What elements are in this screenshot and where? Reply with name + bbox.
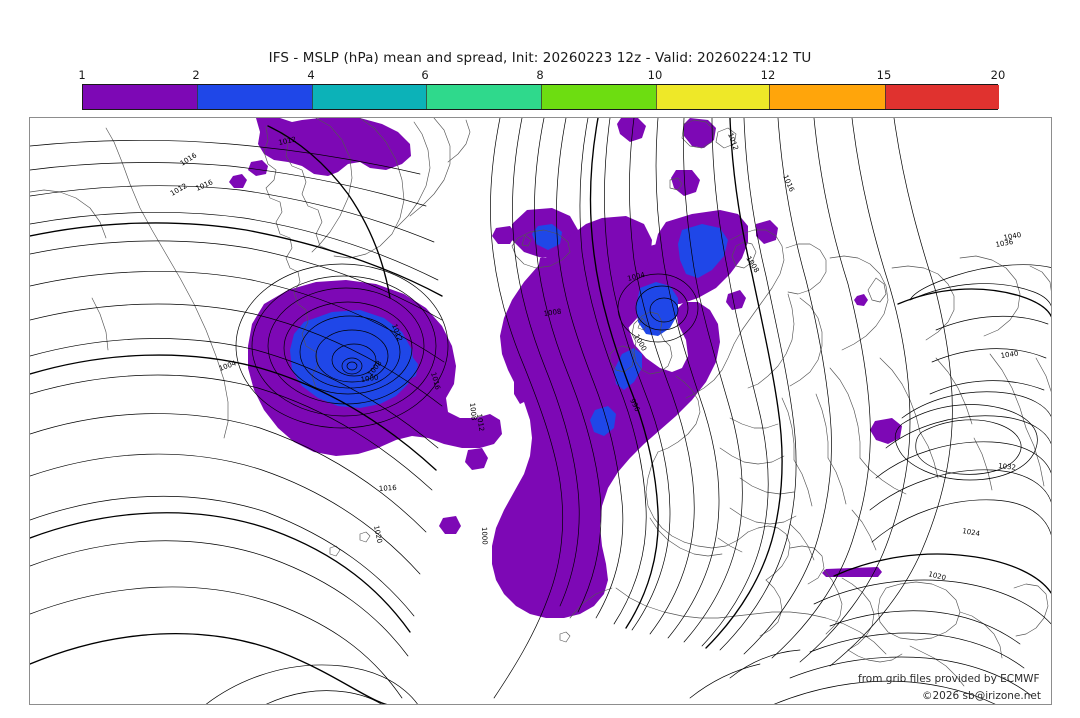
isobar-label: 1032 [998, 462, 1017, 472]
isobar-label: 1016 [379, 484, 398, 493]
colorbar-segment-6-8 [426, 85, 541, 109]
colorbar-segment-2-4 [197, 85, 312, 109]
map-panel: 1016 1012 1012 1016 1008 1004 1012 1016 … [29, 117, 1052, 705]
spread-patch-uk-blue [636, 282, 678, 336]
spread-patch-atlantic-sat3 [439, 516, 461, 534]
credit-copyright: ©2026 sb@irizone.net [922, 690, 1041, 702]
colorbar-tick-10: 10 [647, 68, 663, 82]
colorbar-tick-15: 15 [876, 68, 892, 82]
isobar-label: 1016 [781, 174, 796, 194]
isobar-label: 1016 [179, 151, 199, 168]
colorbar-divider [885, 85, 886, 109]
isobar-label: 1040 [1003, 231, 1022, 242]
coastline-layer [30, 118, 1051, 687]
colorbar [82, 84, 999, 110]
isobar-label: 1012 [169, 182, 188, 198]
spread-patch-ne-russia [870, 418, 902, 444]
spread-patch-norwegiansea-small [617, 118, 646, 142]
isobar-label: 1008 [543, 308, 562, 318]
spread-patch-atlantic-sat2 [465, 448, 488, 470]
colorbar-divider [197, 85, 198, 109]
isobar-label: 1012 [475, 413, 485, 432]
isobar-label: 1040 [1000, 350, 1019, 360]
colorbar-tick-4: 4 [307, 68, 315, 82]
colorbar-tick-8: 8 [536, 68, 544, 82]
spread-patch-tiny-east [854, 294, 868, 306]
spread-patch-norwegian-sea-blue [678, 224, 728, 278]
spread-patch-greenland [256, 118, 411, 176]
colorbar-segment-4-6 [312, 85, 426, 109]
spread-patch-greenland-3 [229, 174, 247, 188]
spread-patch-biscay-blue [590, 406, 616, 436]
isobar-label: 1004 [218, 359, 238, 373]
colorbar-divider [426, 85, 427, 109]
isobar-label: 1020 [372, 525, 384, 544]
isobar-label: 1012 [726, 132, 740, 151]
colorbar-divider [541, 85, 542, 109]
isobar-label: 1012 [278, 135, 297, 147]
spread-patch-faroe-small [492, 226, 516, 244]
colorbar-segment-12-15 [769, 85, 885, 109]
colorbar-segment-15-20 [885, 85, 999, 109]
isobar-label: 1036 [995, 238, 1014, 249]
colorbar-divider [312, 85, 313, 109]
spread-patch-greenland-2 [248, 160, 268, 176]
colorbar-tick-6: 6 [421, 68, 429, 82]
colorbar-tick-2: 2 [192, 68, 200, 82]
isobar-label: 1000 [360, 374, 379, 384]
spread-patch-atlantic-low-blue-lobe [388, 354, 418, 382]
map-graphic: 1016 1012 1012 1016 1008 1004 1012 1016 … [30, 118, 1051, 704]
isobar-layer [30, 118, 1051, 704]
spread-patch-novaya [726, 290, 746, 310]
colorbar-segment-1-2 [83, 85, 197, 109]
isobar-label: 1000 [480, 527, 489, 545]
isobar-label: 1024 [962, 527, 981, 538]
colorbar-segment-10-12 [656, 85, 769, 109]
spread-patch-barents-small [756, 220, 778, 244]
isobar-label: 1008 [468, 402, 478, 421]
colorbar-gradient [82, 84, 999, 110]
colorbar-tick-12: 12 [760, 68, 776, 82]
colorbar-divider [769, 85, 770, 109]
spread-patch-atlantic-low-blue [290, 310, 414, 408]
colorbar-tick-labels: 1 2 4 6 8 10 12 15 20 [0, 0, 1080, 82]
isobar-label: 1016 [195, 178, 215, 193]
isobar-label: 1008 [744, 255, 760, 274]
colorbar-segment-8-10 [541, 85, 656, 109]
page-title: IFS - MSLP (hPa) mean and spread, Init: … [268, 50, 812, 66]
colorbar-tick-1: 1 [78, 68, 86, 82]
credit-source: from grib files provided by ECMWF [858, 673, 1040, 685]
colorbar-tick-20: 20 [990, 68, 1006, 82]
spread-patch-svalbard [684, 118, 716, 148]
colorbar-divider [656, 85, 657, 109]
